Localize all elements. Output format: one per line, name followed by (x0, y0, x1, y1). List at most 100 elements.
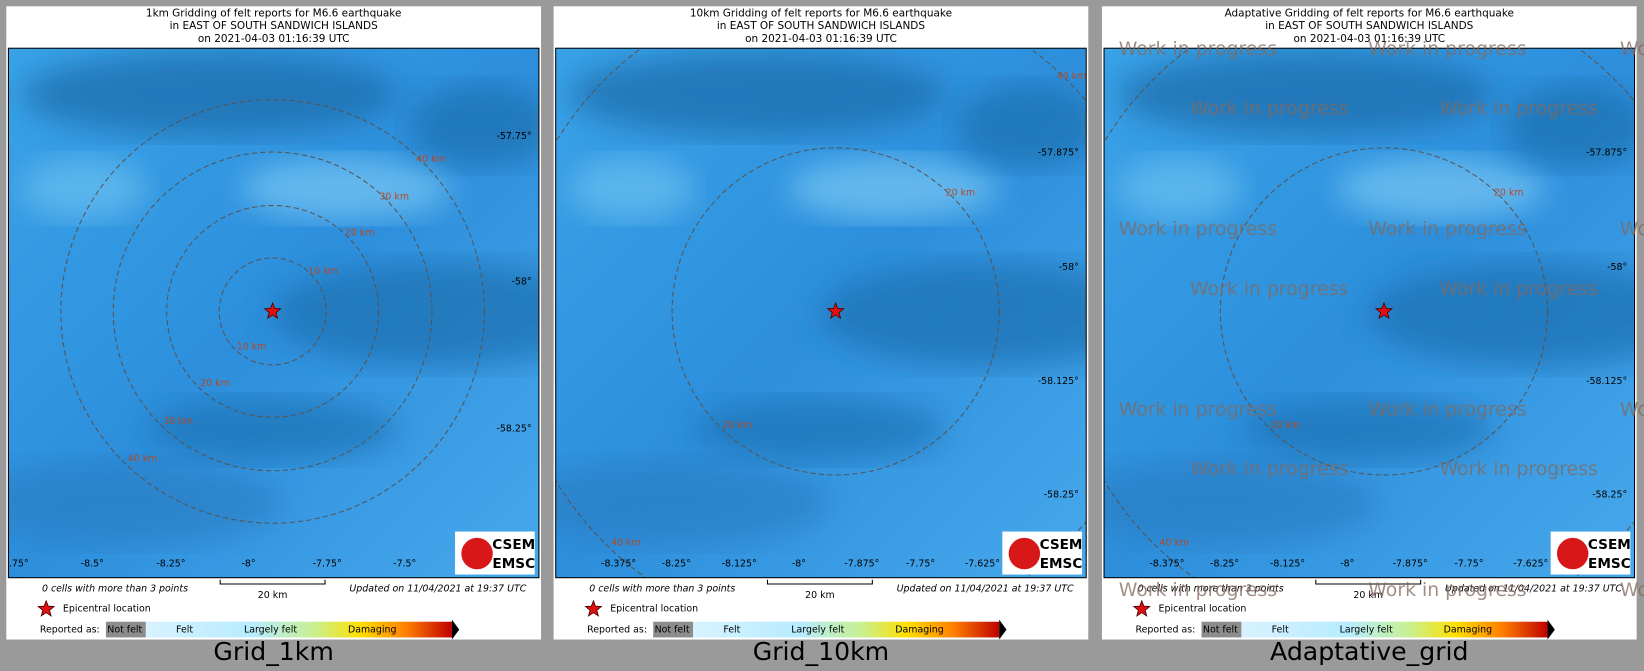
legend-arrow (999, 619, 1007, 640)
distance-ring (166, 204, 380, 418)
legend-label: Largely felt (244, 625, 297, 636)
ring-label: 40 km (416, 154, 446, 165)
watermark: Work in progress (1620, 398, 1644, 420)
ring-label: 20 km (946, 187, 976, 198)
bathymetry-shade (241, 157, 451, 221)
map-frame (1103, 47, 1636, 579)
ring-label: 20 km (1494, 187, 1524, 198)
legend-bar (693, 621, 1000, 638)
distance-ring (671, 147, 1000, 476)
legend-label: Largely felt (791, 625, 844, 636)
latitude-label: -57.75° (496, 131, 531, 142)
cells-note: 0 cells with more than 3 points (1138, 584, 1284, 595)
latitude-label: -58.125° (1586, 376, 1627, 387)
legend-star (37, 599, 56, 617)
map-area: 20 km 20 km 40 km 40 km -8.375° -8.25° -8.125°… (555, 48, 1087, 578)
longitude-label: -7.75° (313, 559, 342, 570)
longitude-label: -8.25° (156, 559, 185, 570)
bathymetry-shade (408, 83, 539, 168)
longitude-label: -8.375° (601, 559, 636, 570)
epicenter-star (263, 301, 282, 320)
watermark: Work in progress (1368, 579, 1526, 601)
watermark: Work in progress (1620, 38, 1644, 60)
panel-title: Adaptative Gridding of felt reports for … (1225, 8, 1514, 20)
bathymetry-shade (819, 262, 1087, 367)
longitude-label: -8° (241, 559, 255, 570)
epicenter-star (1374, 301, 1394, 320)
longitude-label: -7.75° (1454, 559, 1483, 570)
ring-label: 20 km (722, 420, 752, 431)
bathymetry-shade (8, 461, 284, 546)
logo-text: CSEM (1040, 537, 1083, 553)
watermark: Work in progress (1368, 218, 1526, 240)
panel-title: on 2021-04-03 01:16:39 UTC (745, 33, 897, 45)
longitude-label: -8.125° (1270, 559, 1305, 570)
bathymetry-shade (1336, 157, 1547, 221)
panel-title: on 2021-04-03 01:16:39 UTC (1293, 33, 1445, 45)
bathymetry-shade (956, 83, 1087, 168)
logo-text: EMSC (1588, 556, 1631, 572)
latitude-label: -58° (511, 277, 531, 288)
legend-label: Not felt (1203, 625, 1238, 636)
updated-note: Updated on 11/04/2021 at 19:37 UTC (897, 584, 1074, 595)
watermark: Work in progress (1368, 38, 1526, 60)
latitude-label: -58° (1059, 262, 1079, 273)
bathymetry-shade (1116, 52, 1495, 137)
latitude-label: -57.875° (1038, 148, 1079, 159)
logo-text: CSEM (1588, 537, 1631, 553)
updated-note: Updated on 11/04/2021 at 19:37 UTC (349, 584, 526, 595)
bathymetry-shade (1368, 262, 1635, 367)
longitude-label: -7.625° (1513, 559, 1548, 570)
panel-title: 10km Gridding of felt reports for M6.6 e… (690, 8, 952, 20)
longitude-label: -8.5° (81, 559, 104, 570)
legend-bar (1241, 621, 1548, 638)
epicenter-label: Epicentral location (610, 604, 698, 615)
map-frame (555, 47, 1087, 579)
legend-label: Damaging (348, 625, 397, 636)
longitude-label: -7.5° (393, 559, 416, 570)
legend-label: Felt (1272, 625, 1289, 636)
watermark: Work in progress (1440, 458, 1598, 480)
ring-label: 20 km (200, 378, 230, 389)
legend-arrow (1547, 619, 1555, 640)
ring-label: 10 km (237, 342, 267, 353)
legend-label: Damaging (1444, 625, 1493, 636)
watermark: Work in progress (1119, 218, 1277, 240)
longitude-label: -8.375° (1149, 559, 1184, 570)
longitude-label: -7.875° (844, 559, 879, 570)
scale-label: 20 km (805, 590, 835, 601)
ring-label: 20 km (1271, 420, 1301, 431)
scale-bar (1315, 579, 1422, 585)
longitude-label: -7.875° (1393, 559, 1428, 570)
bathymetry-shade (1242, 398, 1495, 462)
map-panel: Adaptative Gridding of felt reports for … (1101, 6, 1644, 666)
ring-label: 10 km (308, 266, 338, 277)
longitude-label: -8.25° (1210, 559, 1239, 570)
watermark: Work in progress (1368, 398, 1526, 420)
map-panel: 10km Gridding of felt reports for M6.6 e… (553, 6, 1089, 666)
cells-note: 0 cells with more than 3 points (42, 584, 188, 595)
watermark: Work in progress (1440, 278, 1598, 300)
latitude-label: -58.25° (1592, 489, 1627, 500)
panel-caption: Grid_1km (213, 637, 333, 666)
bathymetry-shade (1504, 83, 1635, 168)
logo-globe (1556, 537, 1589, 570)
distance-ring (218, 257, 327, 366)
watermark: Work in progress (1119, 38, 1277, 60)
map-frame (7, 47, 540, 579)
ring-label: 40 km (1057, 71, 1087, 82)
ring-label: 30 km (379, 192, 409, 203)
logo-text: EMSC (1040, 556, 1083, 572)
legend-bar (145, 621, 452, 638)
bathymetry-shade (568, 52, 946, 137)
legend-label: Damaging (895, 625, 944, 636)
longitude-label: 8.75° (3, 559, 29, 570)
legend-label: Largely felt (1340, 625, 1393, 636)
watermark: Work in progress (1190, 278, 1348, 300)
ring-label: 40 km (128, 454, 158, 465)
map-area: 20 km 20 km 40 km -8.375° -8.25° -8.125° -8° -7… (1104, 48, 1635, 578)
latitude-label: -58° (1607, 262, 1627, 273)
watermark: Work in progress (1620, 579, 1644, 601)
scale-bar (219, 579, 326, 585)
